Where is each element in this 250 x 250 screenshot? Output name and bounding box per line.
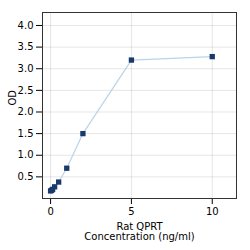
svg-text:10: 10	[206, 206, 219, 217]
svg-text:OD: OD	[7, 90, 18, 106]
svg-text:Rat QPRTConcentration (ng/ml): Rat QPRTConcentration (ng/ml)	[84, 221, 194, 242]
svg-text:0.5: 0.5	[18, 171, 34, 182]
svg-text:2.5: 2.5	[18, 85, 34, 96]
svg-text:2.0: 2.0	[18, 106, 34, 117]
svg-text:1.5: 1.5	[18, 128, 34, 139]
svg-text:0: 0	[47, 206, 53, 217]
svg-text:3.5: 3.5	[18, 41, 34, 52]
svg-text:4.0: 4.0	[18, 20, 34, 31]
svg-text:1.0: 1.0	[18, 149, 34, 160]
svg-text:3.0: 3.0	[18, 63, 34, 74]
svg-text:5: 5	[128, 206, 134, 217]
